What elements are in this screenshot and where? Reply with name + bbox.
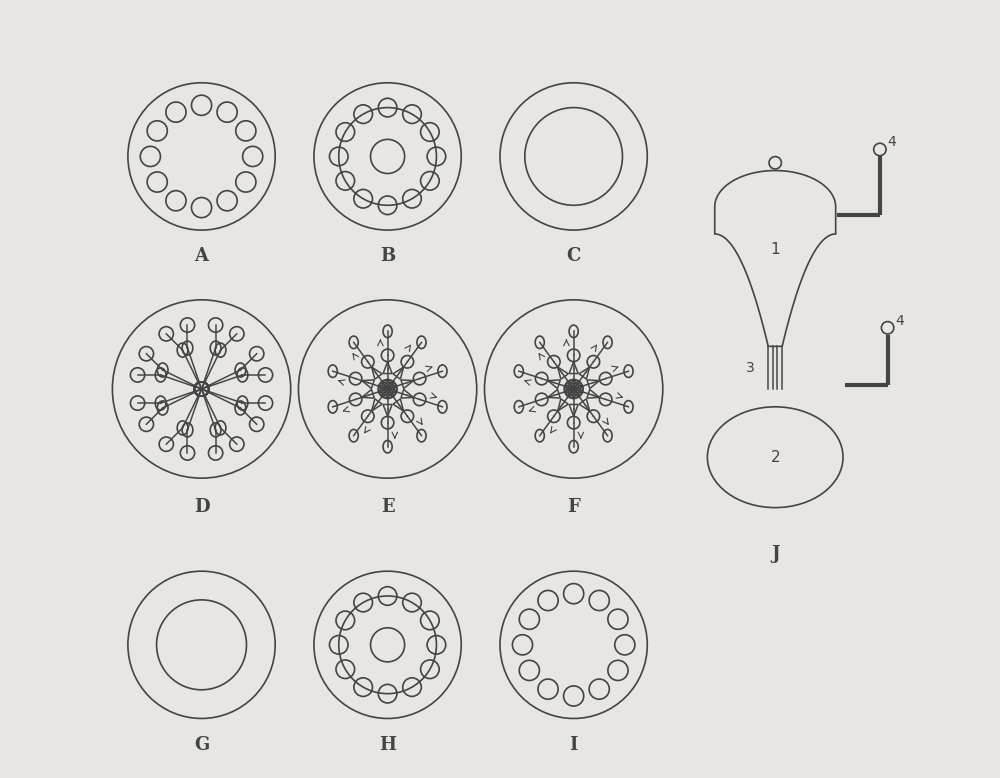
Text: E: E <box>381 498 394 516</box>
Text: F: F <box>567 498 580 516</box>
Text: 4: 4 <box>895 314 904 328</box>
Text: B: B <box>380 247 395 265</box>
Text: J: J <box>771 545 779 562</box>
Text: 2: 2 <box>770 450 780 464</box>
Text: 4: 4 <box>888 135 896 149</box>
Text: D: D <box>194 498 209 516</box>
Text: H: H <box>379 735 396 754</box>
Text: I: I <box>569 735 578 754</box>
Text: G: G <box>194 735 209 754</box>
Text: C: C <box>566 247 581 265</box>
Text: 1: 1 <box>770 242 780 257</box>
Text: A: A <box>195 247 209 265</box>
Text: 3: 3 <box>746 361 754 375</box>
